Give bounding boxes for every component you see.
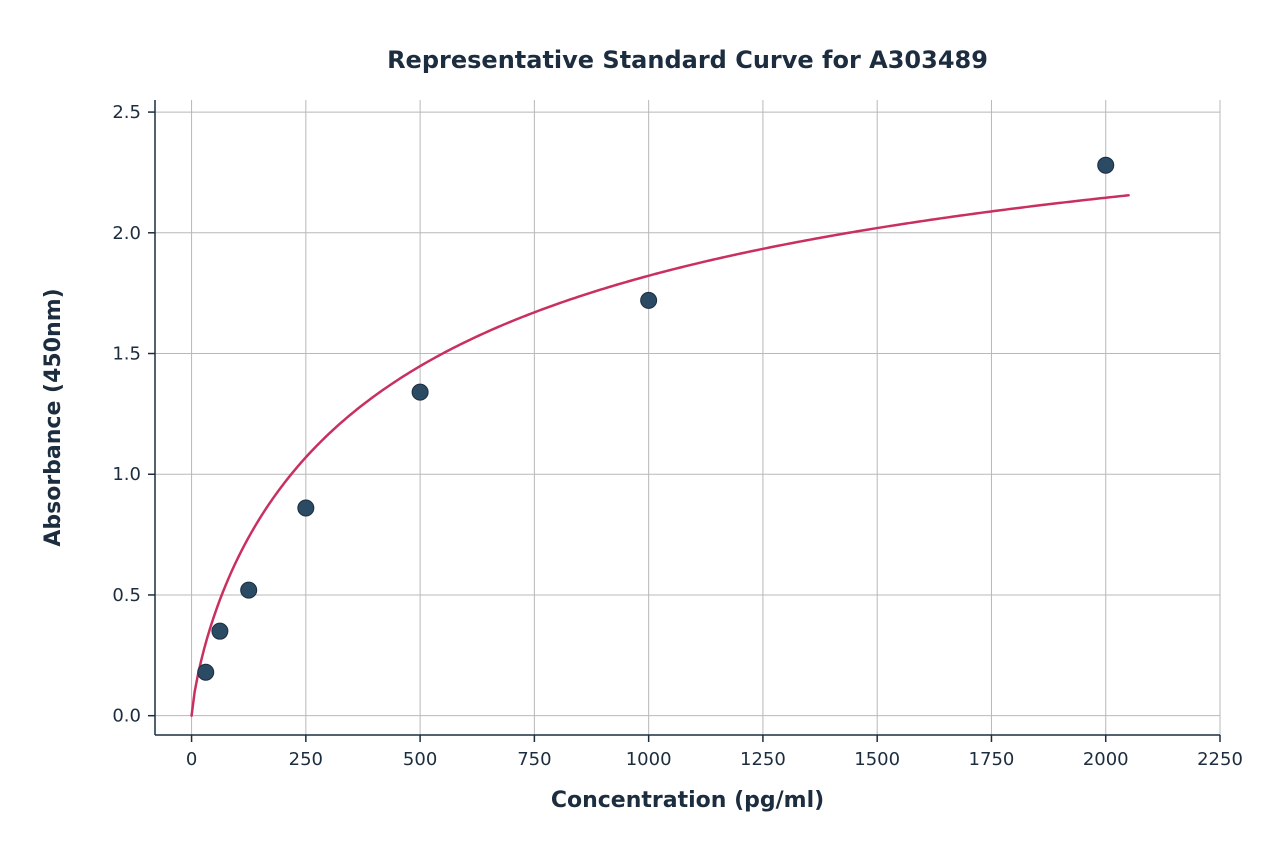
data-point (641, 292, 657, 308)
x-tick: 250 (289, 749, 323, 770)
y-tick: 1.0 (112, 464, 141, 485)
y-tick: 0.5 (112, 585, 141, 606)
y-tick: 0.0 (112, 706, 141, 727)
x-tick: 1750 (969, 749, 1015, 770)
data-point (198, 664, 214, 680)
x-tick: 750 (517, 749, 551, 770)
y-tick: 2.5 (112, 102, 141, 123)
chart-svg: 0 250 500 750 1000 1250 1500 1750 2000 2250 0.0 0.… (0, 0, 1280, 845)
data-point (298, 500, 314, 516)
data-point (412, 384, 428, 400)
data-point (212, 623, 228, 639)
y-tick: 1.5 (112, 344, 141, 365)
chart-container: 0 250 500 750 1000 1250 1500 1750 2000 2250 0.0 0.… (0, 0, 1280, 845)
x-tick: 1250 (740, 749, 786, 770)
x-tick: 500 (403, 749, 437, 770)
data-point (241, 582, 257, 598)
x-tick: 1000 (626, 749, 672, 770)
x-axis-label: Concentration (pg/ml) (551, 788, 824, 813)
y-axis-label: Absorbance (450nm) (41, 288, 66, 546)
x-tick: 0 (186, 749, 197, 770)
data-point (1098, 157, 1114, 173)
x-tick: 1500 (854, 749, 900, 770)
x-tick: 2000 (1083, 749, 1129, 770)
y-tick: 2.0 (112, 223, 141, 244)
chart-title: Representative Standard Curve for A30348… (387, 46, 988, 74)
x-tick: 2250 (1197, 749, 1243, 770)
